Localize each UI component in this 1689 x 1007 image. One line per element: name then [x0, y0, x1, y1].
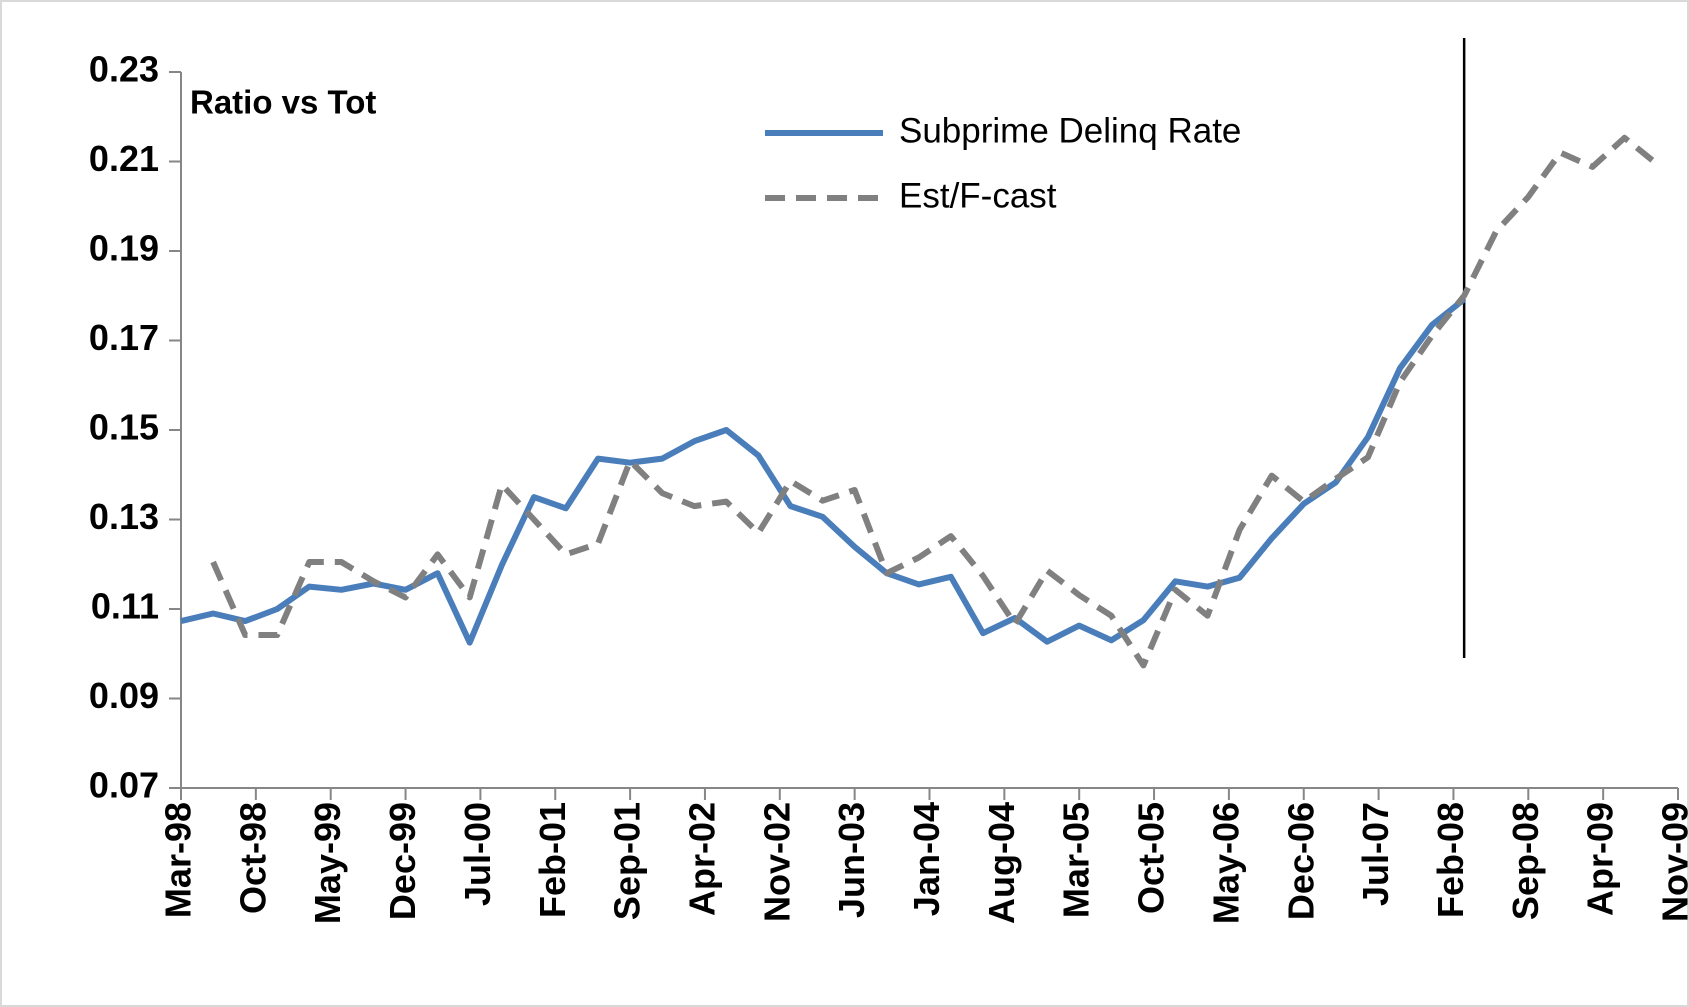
x-tick-label: Jul-07	[1355, 802, 1396, 906]
x-tick-label: Feb-01	[532, 802, 573, 918]
y-tick-label: 0.17	[89, 317, 159, 358]
y-tick-label: 0.21	[89, 138, 159, 179]
x-tick-label: Nov-02	[756, 802, 797, 922]
series-line	[180, 296, 1466, 646]
x-tick-label: Jan-04	[906, 802, 947, 916]
annotation: Ratio vs Tot	[190, 84, 376, 121]
x-tick-label: Sep-01	[607, 802, 648, 920]
x-tick-label: Dec-99	[382, 802, 423, 920]
x-tick-label: Feb-08	[1430, 802, 1471, 918]
y-tick-label: 0.15	[89, 407, 159, 448]
x-tick-label: Apr-02	[681, 802, 722, 916]
x-tick-label: May-99	[307, 802, 348, 924]
x-tick-label: Sep-08	[1505, 802, 1546, 920]
x-tick-label: Aug-04	[981, 802, 1022, 924]
x-tick-label: May-06	[1205, 802, 1246, 924]
x-tick-label: Mar-05	[1056, 802, 1097, 918]
legend-label: Subprime Delinq Rate	[899, 111, 1241, 150]
x-tick-label: Dec-06	[1280, 802, 1321, 920]
y-tick-label: 0.11	[91, 586, 159, 627]
x-tick-label: Jul-00	[457, 802, 498, 906]
y-tick-label: 0.09	[89, 675, 159, 716]
y-tick-label: 0.07	[89, 765, 159, 806]
x-tick-label: Oct-98	[232, 802, 273, 914]
y-tick-label: 0.13	[89, 496, 159, 537]
x-tick-label: Oct-05	[1131, 802, 1172, 914]
series-line	[210, 134, 1659, 669]
y-tick-label: 0.23	[89, 49, 159, 90]
x-tick-label: Mar-98	[158, 802, 199, 918]
legend-label: Est/F-cast	[899, 176, 1057, 215]
x-tick-label: Apr-09	[1580, 802, 1621, 916]
x-tick-label: Jun-03	[831, 802, 872, 918]
x-tick-label: Nov-09	[1655, 802, 1689, 922]
y-tick-label: 0.19	[89, 228, 159, 269]
